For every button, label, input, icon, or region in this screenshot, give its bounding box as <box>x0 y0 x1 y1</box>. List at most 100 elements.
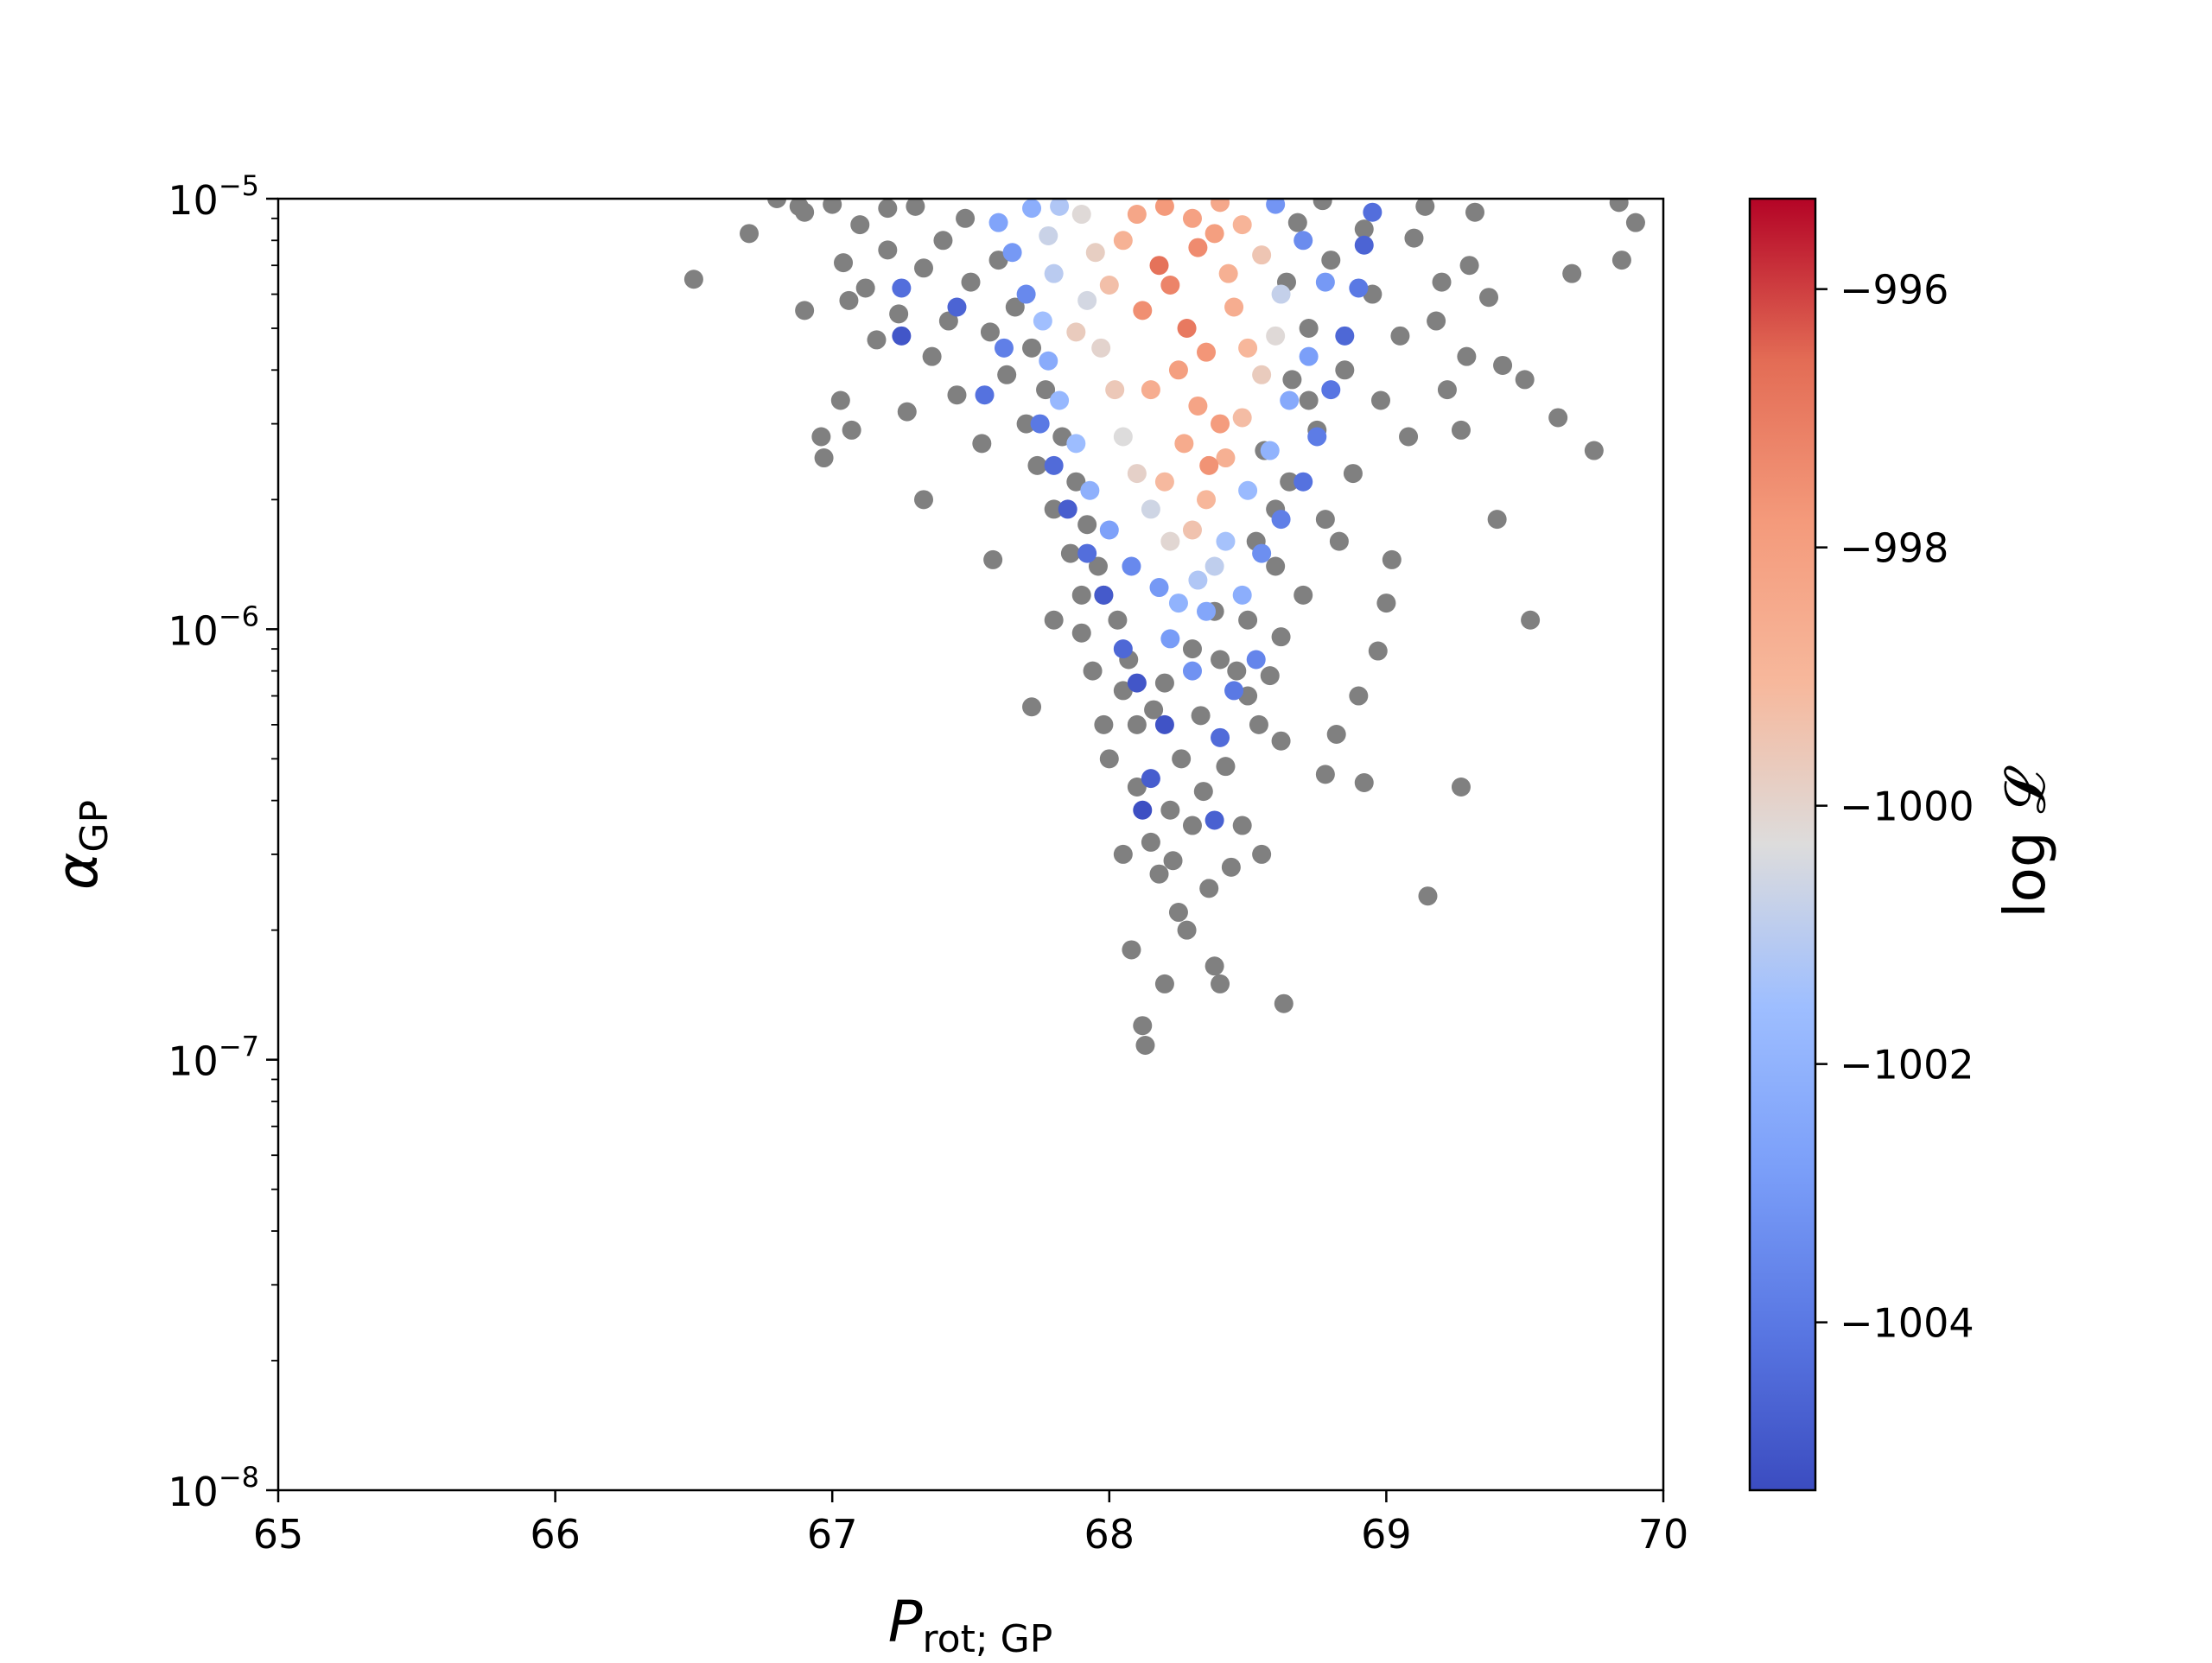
scatter-point <box>1227 661 1247 681</box>
scatter-point <box>1335 360 1355 380</box>
scatter-point <box>1172 749 1192 769</box>
scatter-point <box>1188 238 1208 257</box>
scatter-point <box>1515 370 1535 390</box>
scatter-point <box>1437 380 1457 400</box>
scatter-point <box>1252 543 1272 563</box>
scatter-point <box>1418 886 1438 906</box>
scatter-point <box>892 278 912 298</box>
scatter-point <box>1205 224 1224 244</box>
scatter-point <box>1216 448 1236 468</box>
scatter-point <box>1141 769 1160 789</box>
colorbar-tick-label: −996 <box>1840 267 1948 314</box>
x-axis-label: Prot; GP <box>888 1589 1053 1659</box>
scatter-point <box>1022 199 1042 219</box>
scatter-point <box>1002 243 1022 263</box>
scatter-point <box>1099 749 1119 769</box>
scatter-point <box>1354 773 1374 793</box>
scatter-point <box>1432 272 1452 292</box>
scatter-point <box>834 253 854 273</box>
scatter-point <box>1399 427 1419 447</box>
scatter-point <box>1609 199 1629 213</box>
scatter-point <box>1050 390 1070 410</box>
scatter-point <box>1182 520 1202 540</box>
scatter-point <box>1060 543 1080 563</box>
scatter-point <box>1177 920 1197 940</box>
colorbar-tick-label: −1000 <box>1840 784 1974 830</box>
scatter-point <box>1033 311 1052 331</box>
scatter-point <box>1238 480 1258 500</box>
x-tick-label: 66 <box>530 1511 581 1558</box>
scatter-point <box>1197 601 1217 621</box>
scatter-point <box>1039 351 1058 371</box>
scatter-point <box>1294 231 1313 251</box>
scatter-point <box>1127 464 1147 484</box>
scatter-point <box>1182 639 1202 659</box>
scatter-point <box>811 427 831 447</box>
scatter-point <box>1177 319 1197 339</box>
scatter-point <box>1548 408 1568 428</box>
scatter-point <box>913 258 933 278</box>
scatter-point <box>1249 714 1268 734</box>
x-tick-label: 68 <box>1084 1511 1135 1558</box>
scatter-point <box>1329 531 1349 551</box>
scatter-point <box>1459 256 1479 276</box>
scatter-point <box>1022 697 1042 717</box>
scatter-point <box>1211 727 1230 747</box>
scatter-point <box>897 402 917 422</box>
scatter-point <box>1224 681 1244 701</box>
scatter-point <box>767 199 787 208</box>
scatter-point <box>1071 585 1091 605</box>
scatter-point <box>1266 326 1286 346</box>
scatter-point <box>1282 370 1302 390</box>
scatter-point <box>878 199 898 219</box>
scatter-point <box>1321 380 1341 400</box>
scatter-point <box>1487 510 1507 530</box>
scatter-point <box>1071 623 1091 643</box>
y-tick-label: 10−6 <box>168 600 259 654</box>
scatter-point <box>1168 593 1188 613</box>
colorbar-label: log 𝓛 <box>1992 765 2058 918</box>
scatter-point <box>1451 777 1471 797</box>
scatter-point <box>1191 706 1211 726</box>
scatter-point <box>1354 219 1374 239</box>
scatter-point <box>1216 757 1236 777</box>
scatter-point <box>1050 199 1070 216</box>
scatter-point <box>1141 499 1160 519</box>
scatter-point <box>1168 360 1188 380</box>
scatter-point <box>1404 228 1424 248</box>
scatter-point <box>1127 777 1147 797</box>
scatter-point <box>1160 629 1180 649</box>
scatter-point <box>1271 510 1291 530</box>
scatter-point <box>1280 472 1300 492</box>
scatter-point <box>1197 490 1217 510</box>
scatter-point <box>1144 700 1164 720</box>
scatter-point <box>1160 531 1180 551</box>
scatter-point <box>1260 666 1280 686</box>
scatter-point <box>956 208 976 228</box>
scatter-point <box>1232 408 1252 428</box>
scatter-point <box>1182 208 1202 228</box>
scatter-point <box>933 231 953 251</box>
scatter-point <box>961 272 981 292</box>
scatter-point <box>1368 641 1388 661</box>
scatter-point <box>1154 974 1174 993</box>
scatter-point <box>878 240 898 260</box>
scatter-point <box>1154 673 1174 693</box>
scatter-point <box>1232 585 1252 605</box>
scatter-point <box>947 385 967 405</box>
scatter-point <box>997 365 1017 384</box>
scatter-point <box>1193 782 1213 802</box>
scatter-point <box>1071 205 1091 225</box>
scatter-point <box>1066 434 1086 454</box>
scatter-point <box>1149 864 1169 884</box>
scatter-point <box>1493 355 1513 375</box>
scatter-point <box>850 215 870 235</box>
scatter-point <box>906 199 925 216</box>
colorbar-tick-label: −998 <box>1840 525 1948 572</box>
scatter-point <box>1168 903 1188 923</box>
scatter-point <box>1326 724 1346 744</box>
scatter-point <box>1349 686 1369 706</box>
scatter-point <box>1197 342 1217 362</box>
scatter-point <box>1260 441 1280 460</box>
scatter-point <box>1299 390 1319 410</box>
